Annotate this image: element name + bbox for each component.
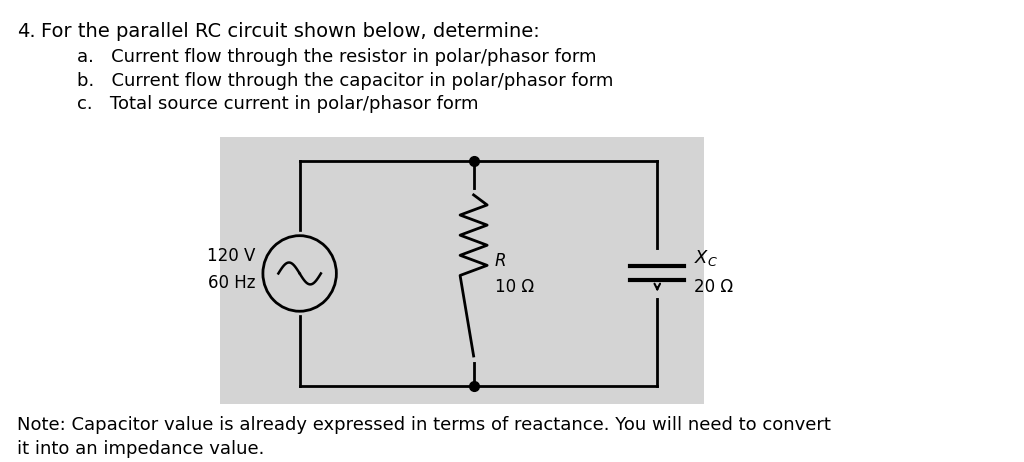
Text: 60 Hz: 60 Hz bbox=[208, 274, 255, 292]
Text: it into an impedance value.: it into an impedance value. bbox=[17, 439, 265, 457]
Text: 120 V: 120 V bbox=[207, 247, 255, 265]
Text: b.   Current flow through the capacitor in polar/phasor form: b. Current flow through the capacitor in… bbox=[78, 72, 613, 90]
Text: 10 Ω: 10 Ω bbox=[495, 279, 534, 297]
Text: c.   Total source current in polar/phasor form: c. Total source current in polar/phasor … bbox=[78, 96, 479, 114]
Text: a.   Current flow through the resistor in polar/phasor form: a. Current flow through the resistor in … bbox=[78, 48, 597, 66]
Bar bbox=[220, 137, 703, 404]
Text: Note: Capacitor value is already expressed in terms of reactance. You will need : Note: Capacitor value is already express… bbox=[17, 416, 831, 434]
Text: R: R bbox=[495, 251, 507, 269]
Text: $X_C$: $X_C$ bbox=[694, 248, 718, 267]
Text: 20 Ω: 20 Ω bbox=[694, 279, 733, 297]
Text: For the parallel RC circuit shown below, determine:: For the parallel RC circuit shown below,… bbox=[41, 22, 540, 41]
Text: 4.: 4. bbox=[17, 22, 36, 41]
